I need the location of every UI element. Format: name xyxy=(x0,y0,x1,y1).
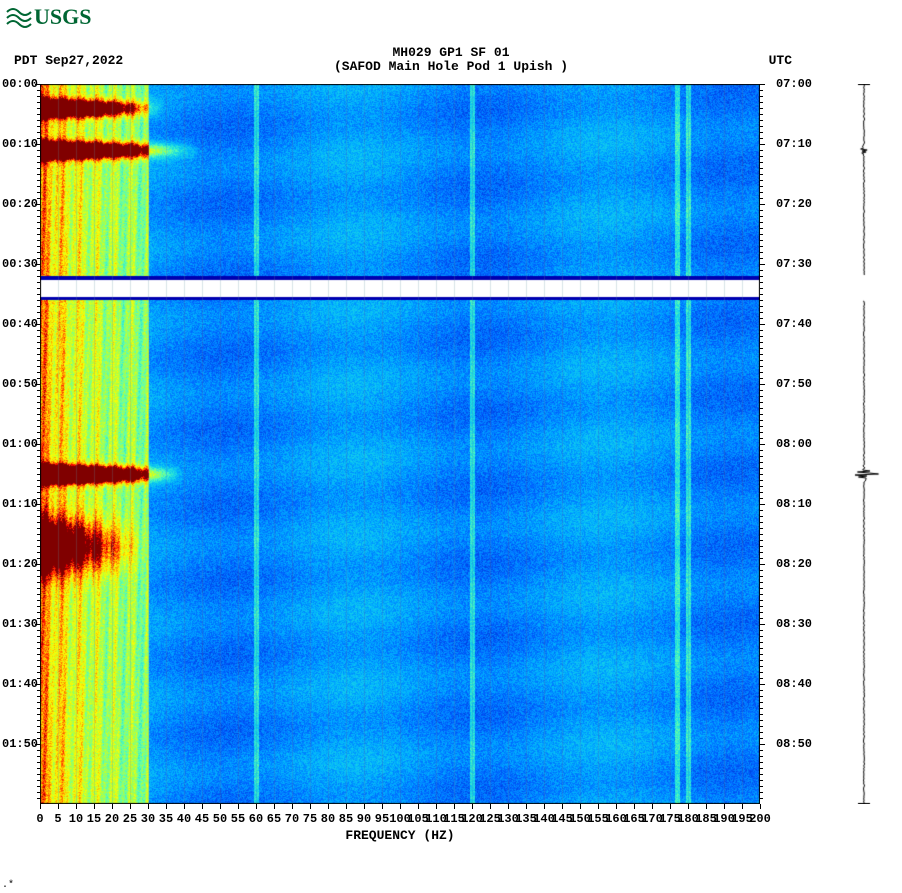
freq-tick: 20 xyxy=(105,812,119,826)
usgs-logo: USGS xyxy=(6,4,91,30)
left-time-tick: 00:10 xyxy=(2,137,38,151)
freq-tick: 85 xyxy=(339,812,353,826)
freq-tick: 50 xyxy=(213,812,227,826)
right-time-tick: 07:50 xyxy=(776,377,812,391)
freq-tick: 65 xyxy=(267,812,281,826)
title-line2: (SAFOD Main Hole Pod 1 Upish ) xyxy=(0,60,902,74)
freq-tick: 200 xyxy=(749,812,771,826)
header-right-tz: UTC xyxy=(769,53,792,68)
left-time-tick: 00:20 xyxy=(2,197,38,211)
left-time-tick: 01:50 xyxy=(2,737,38,751)
footer-mark: .* xyxy=(2,880,14,891)
header-left-tz-date: PDT Sep27,2022 xyxy=(14,53,123,68)
freq-tick: 35 xyxy=(159,812,173,826)
right-time-tick: 08:40 xyxy=(776,677,812,691)
freq-tick: 10 xyxy=(69,812,83,826)
right-time-tick: 08:50 xyxy=(776,737,812,751)
left-time-tick: 01:30 xyxy=(2,617,38,631)
right-time-axis: 07:0007:1007:2007:3007:4007:5008:0008:10… xyxy=(762,84,812,804)
right-time-tick: 08:10 xyxy=(776,497,812,511)
spectrogram-plot xyxy=(40,84,760,804)
freq-tick: 90 xyxy=(357,812,371,826)
freq-tick: 40 xyxy=(177,812,191,826)
right-time-tick: 07:10 xyxy=(776,137,812,151)
right-time-tick: 07:30 xyxy=(776,257,812,271)
right-time-tick: 08:00 xyxy=(776,437,812,451)
title-line1: MH029 GP1 SF 01 xyxy=(0,46,902,60)
chart-title: MH029 GP1 SF 01 (SAFOD Main Hole Pod 1 U… xyxy=(0,46,902,74)
freq-tick: 45 xyxy=(195,812,209,826)
left-time-tick: 01:00 xyxy=(2,437,38,451)
freq-tick: 95 xyxy=(375,812,389,826)
right-time-tick: 08:30 xyxy=(776,617,812,631)
spectrogram-canvas xyxy=(40,84,760,804)
left-time-axis: 00:0000:1000:2000:3000:4000:5001:0001:10… xyxy=(0,84,40,804)
freq-tick: 75 xyxy=(303,812,317,826)
right-time-tick: 08:20 xyxy=(776,557,812,571)
logo-text: USGS xyxy=(34,4,91,30)
left-time-tick: 00:50 xyxy=(2,377,38,391)
freq-tick: 70 xyxy=(285,812,299,826)
left-time-tick: 00:40 xyxy=(2,317,38,331)
left-time-tick: 01:20 xyxy=(2,557,38,571)
freq-tick: 0 xyxy=(36,812,43,826)
right-time-tick: 07:40 xyxy=(776,317,812,331)
freq-tick: 25 xyxy=(123,812,137,826)
left-time-tick: 00:30 xyxy=(2,257,38,271)
freq-tick: 5 xyxy=(54,812,61,826)
frequency-axis-ticks: 0510152025303540455055606570758085909510… xyxy=(40,812,760,826)
seismic-trace-panel xyxy=(840,84,888,804)
left-time-tick: 01:10 xyxy=(2,497,38,511)
frequency-axis-label: FREQUENCY (HZ) xyxy=(40,828,760,843)
right-time-tick: 07:00 xyxy=(776,77,812,91)
left-time-tick: 01:40 xyxy=(2,677,38,691)
freq-tick: 80 xyxy=(321,812,335,826)
freq-tick: 15 xyxy=(87,812,101,826)
freq-tick: 60 xyxy=(249,812,263,826)
freq-tick: 55 xyxy=(231,812,245,826)
left-time-tick: 00:00 xyxy=(2,77,38,91)
freq-tick: 30 xyxy=(141,812,155,826)
right-time-tick: 07:20 xyxy=(776,197,812,211)
seismic-trace-canvas xyxy=(840,84,888,804)
